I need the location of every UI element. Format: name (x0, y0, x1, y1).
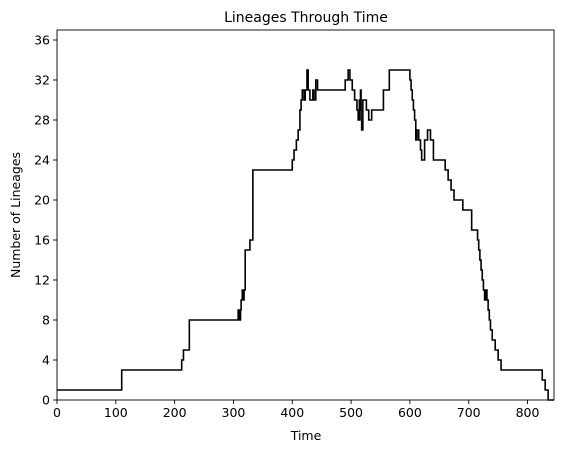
y-tick-label: 28 (34, 113, 50, 128)
x-tick-label: 600 (398, 405, 422, 420)
plot-frame (56, 29, 555, 401)
y-axis-ticks: 0 4 8 12 16 20 24 28 32 36 (34, 33, 57, 408)
y-tick-label: 16 (34, 233, 50, 248)
y-tick-label: 4 (42, 353, 50, 368)
lineage-step-line (57, 69, 554, 401)
x-tick-label: 200 (163, 405, 187, 420)
chart-title: Lineages Through Time (224, 10, 388, 26)
y-tick-label: 24 (34, 153, 50, 168)
y-tick-label: 12 (34, 273, 50, 288)
y-tick-label: 20 (34, 193, 50, 208)
x-tick-label: 0 (53, 405, 61, 420)
y-tick-label: 8 (42, 313, 50, 328)
y-axis-label: Number of Lineages (8, 152, 23, 278)
y-tick-label: 0 (42, 393, 50, 408)
x-tick-label: 800 (516, 405, 540, 420)
x-tick-label: 500 (339, 405, 363, 420)
y-tick-label: 36 (34, 33, 50, 48)
x-tick-label: 300 (222, 405, 246, 420)
plot-area (57, 30, 554, 400)
x-axis-label: Time (290, 428, 322, 443)
x-tick-label: 400 (280, 405, 304, 420)
y-tick-label: 32 (34, 73, 50, 88)
x-tick-label: 700 (457, 405, 481, 420)
x-axis-ticks: 0 100 200 300 400 500 600 700 800 (53, 400, 540, 420)
x-tick-label: 100 (104, 405, 128, 420)
